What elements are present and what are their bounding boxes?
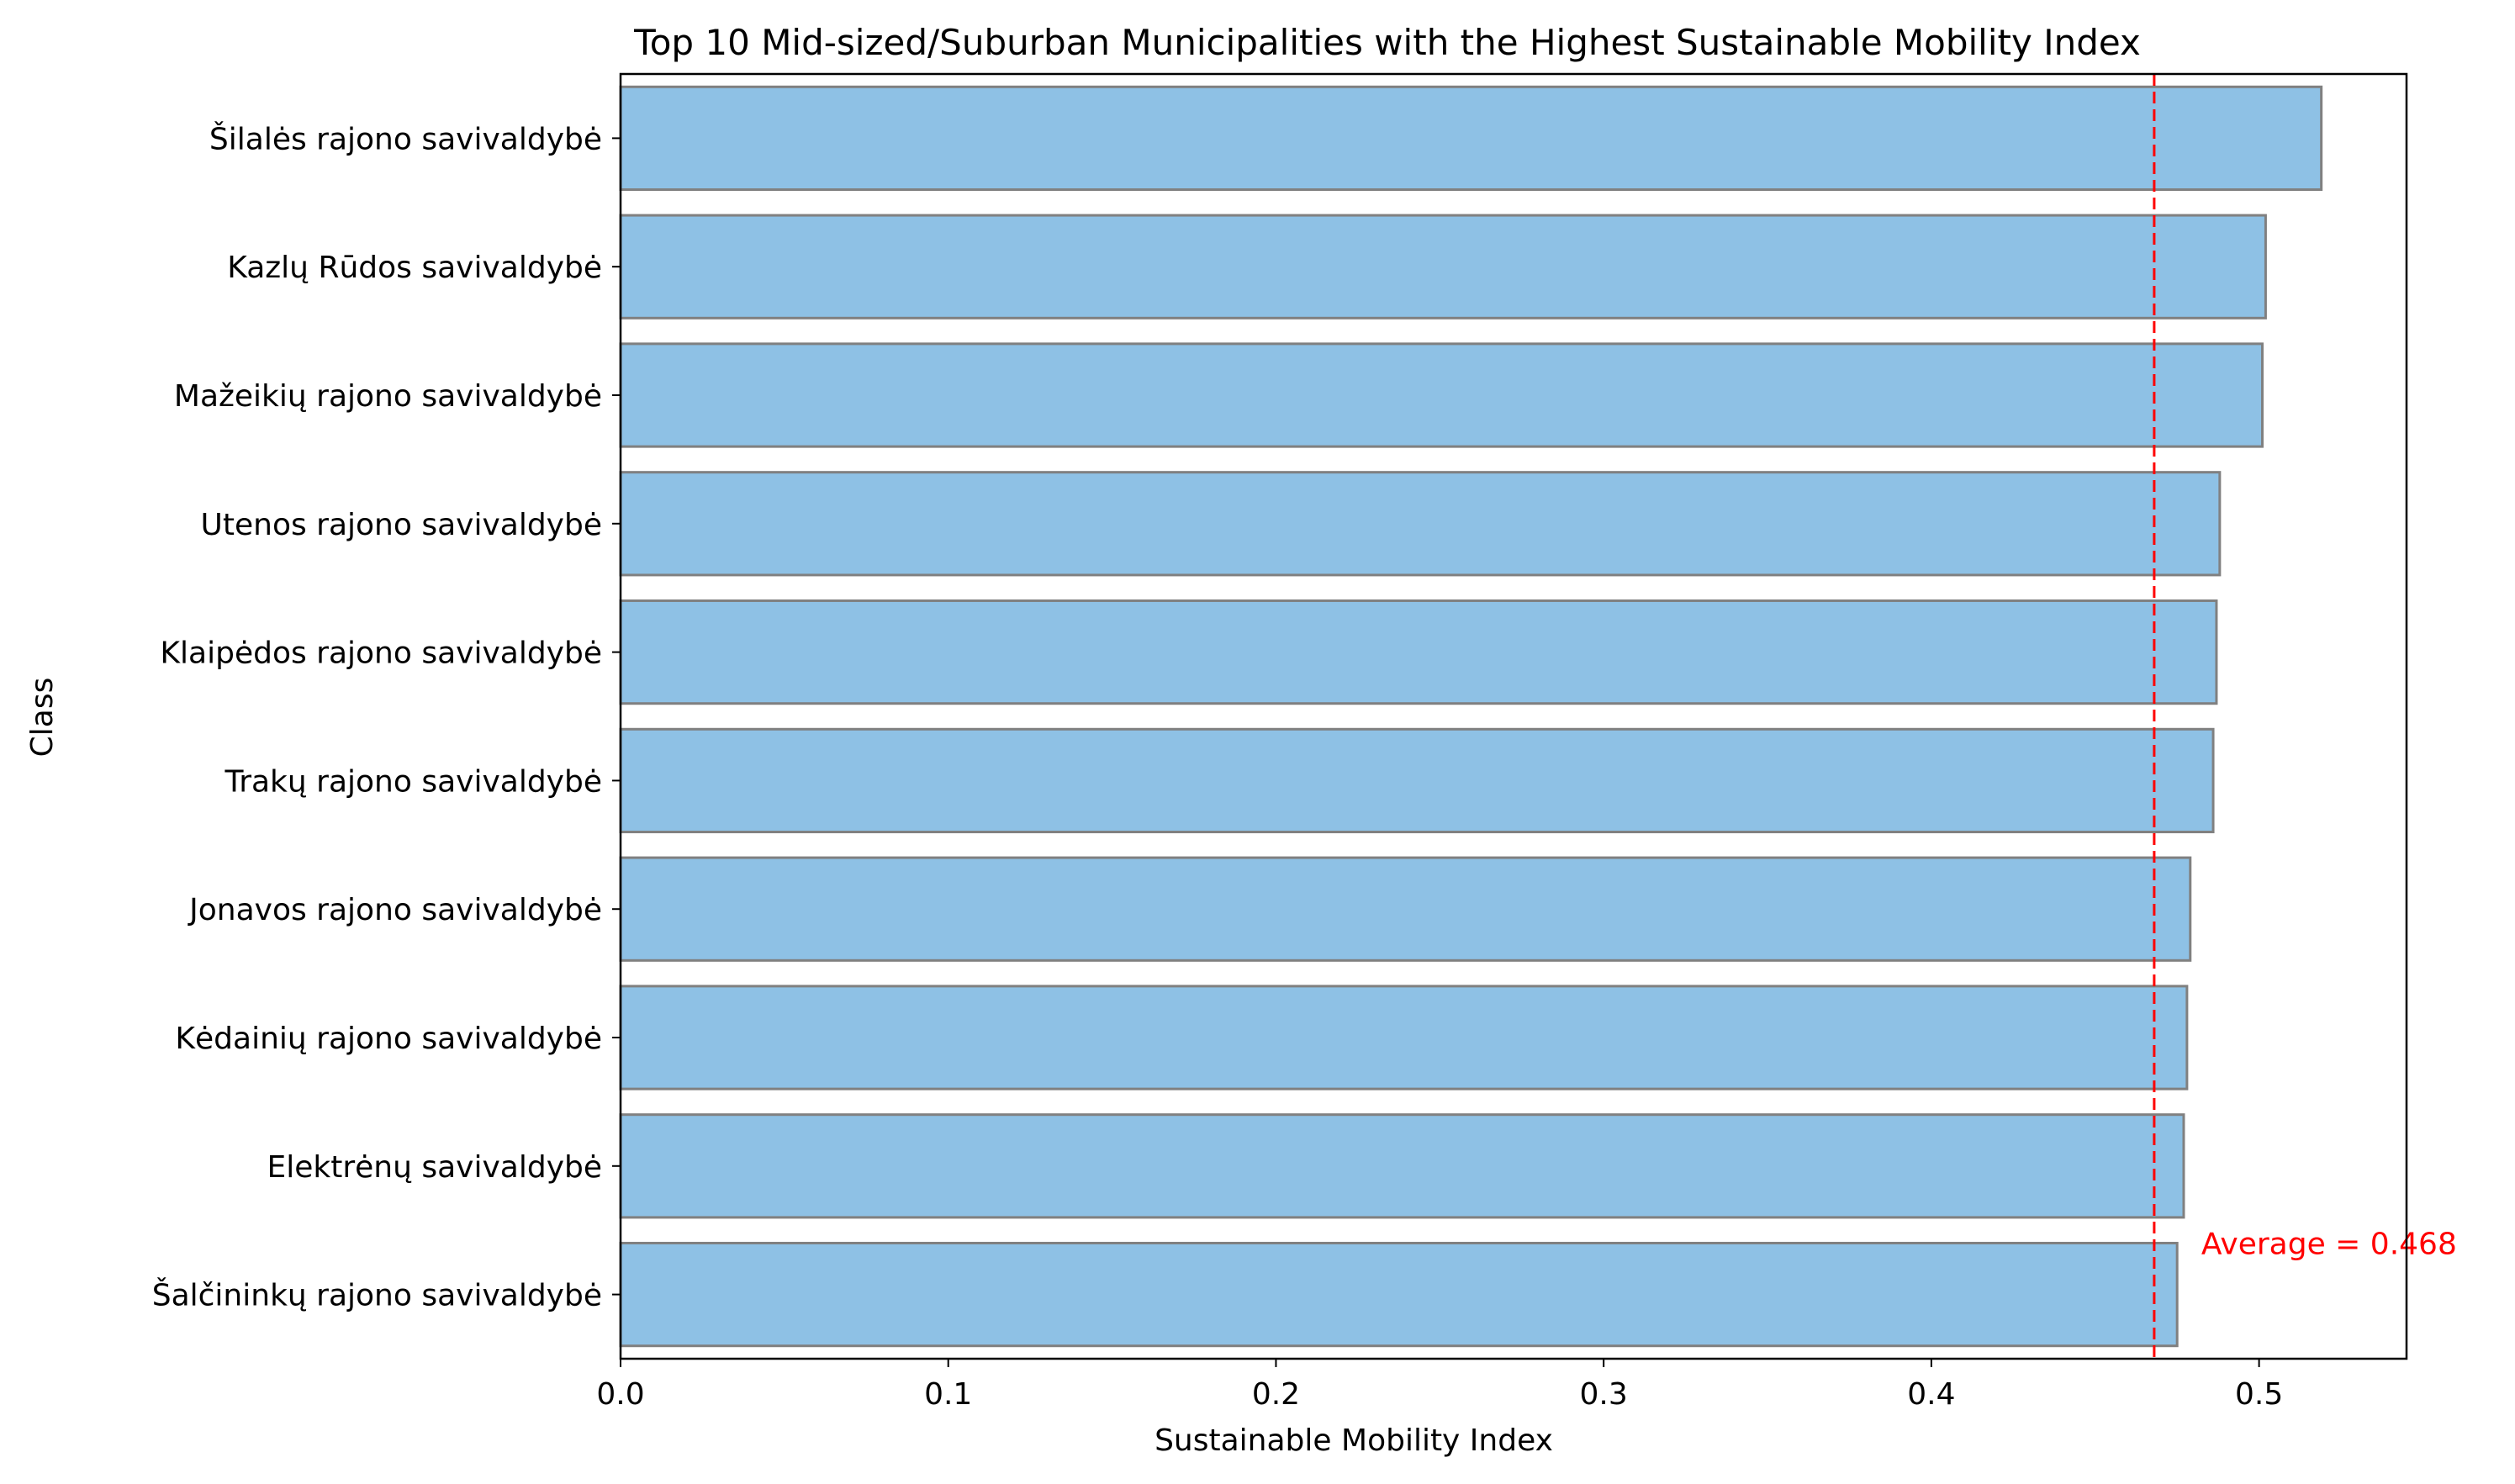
y-tick-label-4: Klaipėdos rajono savivaldybė	[160, 636, 602, 671]
y-tick-label-7: Kėdainių rajono savivaldybė	[175, 1022, 602, 1056]
y-axis-label: Class	[25, 678, 60, 758]
y-tick-label-6: Jonavos rajono savivaldybė	[188, 893, 602, 927]
plot-area: Šilalės rajono savivaldybė Kazlų Rūdos sa…	[152, 72, 2457, 1412]
x-tick-label-2: 0.2	[1252, 1377, 1300, 1412]
y-tick-label-9: Šalčininkų rajono savivaldybė	[152, 1278, 602, 1313]
x-tick-label-3: 0.3	[1580, 1377, 1628, 1412]
bar-6	[619, 856, 2192, 962]
bar-0	[619, 85, 2323, 192]
bar-1	[619, 214, 2267, 320]
y-tick-label-3: Utenos rajono savivaldybė	[201, 508, 602, 542]
x-axis-label: Sustainable Mobility Index	[1154, 1423, 1553, 1458]
y-tick-label-1: Kazlų Rūdos savivaldybė	[227, 251, 602, 285]
x-tick-label-0: 0.0	[596, 1377, 644, 1412]
x-tick-label-1: 0.1	[924, 1377, 972, 1412]
average-label: Average = 0.468	[2201, 1227, 2457, 1261]
chart-title: Top 10 Mid-sized/Suburban Municipalities…	[633, 22, 2141, 63]
bar-9	[619, 1241, 2179, 1348]
bar-3	[619, 471, 2222, 577]
bar-7	[619, 985, 2189, 1091]
bar-2	[619, 342, 2264, 448]
x-tick-label-5: 0.5	[2235, 1377, 2283, 1412]
y-tick-label-0: Šilalės rajono savivaldybė	[209, 121, 602, 156]
bar-5	[619, 727, 2215, 834]
bar-4	[619, 599, 2218, 705]
y-tick-label-2: Mažeikių rajono savivaldybė	[174, 379, 602, 414]
plot-frame	[619, 72, 2408, 1360]
bar-8	[619, 1113, 2185, 1219]
y-tick-label-8: Elektrėnų savivaldybė	[267, 1150, 602, 1185]
y-tick-label-5: Trakų rajono savivaldybė	[225, 764, 603, 799]
x-tick-label-4: 0.4	[1907, 1377, 1955, 1412]
